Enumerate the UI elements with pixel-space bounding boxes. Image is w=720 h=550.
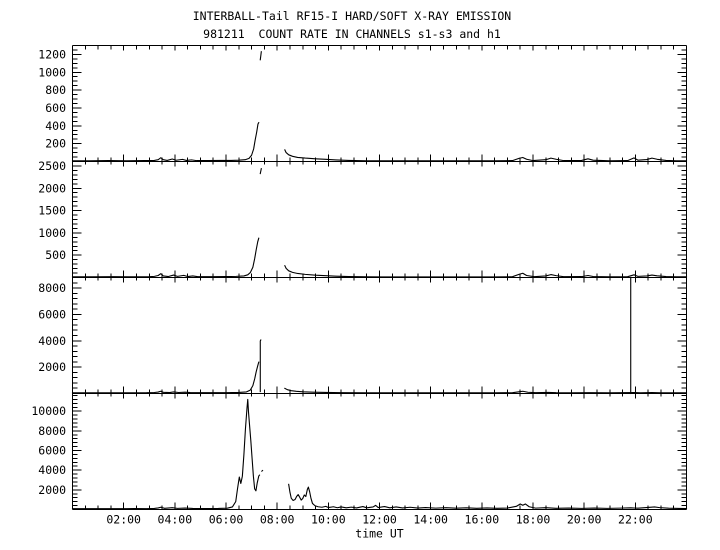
trace-s2 [284, 264, 688, 278]
y-tick-label-s1: 1200 [38, 47, 66, 61]
x-tick-label: 08:00 [260, 513, 295, 527]
x-tick-label: 20:00 [567, 513, 602, 527]
y-tick-label-h1: 6000 [38, 444, 66, 458]
trace-s1 [259, 51, 262, 61]
y-tick-label-s2: 500 [45, 248, 66, 262]
plot-title: INTERBALL-Tail RF15-I HARD/SOFT X-RAY EM… [192, 9, 512, 23]
y-tick-label-s1: 600 [45, 101, 66, 115]
y-tick-label-s1: 800 [45, 83, 66, 97]
trace-s3 [71, 361, 260, 394]
plot-subtitle: 981211 COUNT RATE IN CHANNELS s1-s3 and … [203, 27, 501, 41]
y-tick-label-s3: 6000 [38, 307, 66, 321]
trace-h1 [261, 469, 264, 472]
y-tick-label-h1: 8000 [38, 424, 66, 438]
x-tick-label: 02:00 [106, 513, 141, 527]
panel-s3: 2000 4000 6000 8000 [38, 276, 688, 395]
x-tick-label: 06:00 [209, 513, 244, 527]
y-tick-label-s3: 8000 [38, 281, 66, 295]
trace-s1 [71, 121, 260, 162]
trace-h1 [288, 483, 688, 510]
x-axis-title: time UT [355, 527, 404, 541]
y-tick-label-s1: 200 [45, 137, 66, 151]
y-tick-label-h1: 4000 [38, 463, 66, 477]
y-tick-label-h1: 10000 [31, 404, 66, 418]
trace-s1 [284, 149, 688, 162]
trace-s3 [284, 387, 688, 394]
trace-s2 [71, 237, 260, 278]
y-tick-label-s1: 400 [45, 119, 66, 133]
x-tick-label: 10:00 [311, 513, 346, 527]
trace-s3 [259, 339, 262, 393]
y-tick-label-s2: 2000 [38, 181, 66, 195]
y-tick-label-s3: 4000 [38, 334, 66, 348]
plot-area: 2004006008001000120050010001500200025002… [31, 45, 688, 541]
panel-h1: 2000 4000 6000 8000 10000 [31, 398, 688, 510]
axes-frame [72, 45, 687, 510]
y-tick-label-s1: 1000 [38, 65, 66, 79]
trace-h1 [71, 398, 261, 510]
trace-s2 [259, 167, 262, 175]
y-tick-label-s3: 2000 [38, 360, 66, 374]
y-tick-label-h1: 2000 [38, 483, 66, 497]
x-tick-label: 14:00 [413, 513, 448, 527]
x-tick-label: 18:00 [516, 513, 551, 527]
y-tick-label-s2: 2500 [38, 159, 66, 173]
x-tick-label: 16:00 [465, 513, 500, 527]
panel-s1: 200 400 600 800 1000 1200 [38, 47, 688, 162]
x-tick-label: 12:00 [362, 513, 397, 527]
panel-s2: 500 1000 1500 2000 2500 [38, 159, 688, 278]
y-tick-label-s2: 1000 [38, 226, 66, 240]
x-tick-label: 22:00 [618, 513, 653, 527]
x-axis-labels: 02:00 04:00 06:00 08:00 10:00 12:00 14:00 16:00… [106, 513, 652, 541]
y-tick-label-s2: 1500 [38, 204, 66, 218]
x-tick-label: 04:00 [158, 513, 193, 527]
